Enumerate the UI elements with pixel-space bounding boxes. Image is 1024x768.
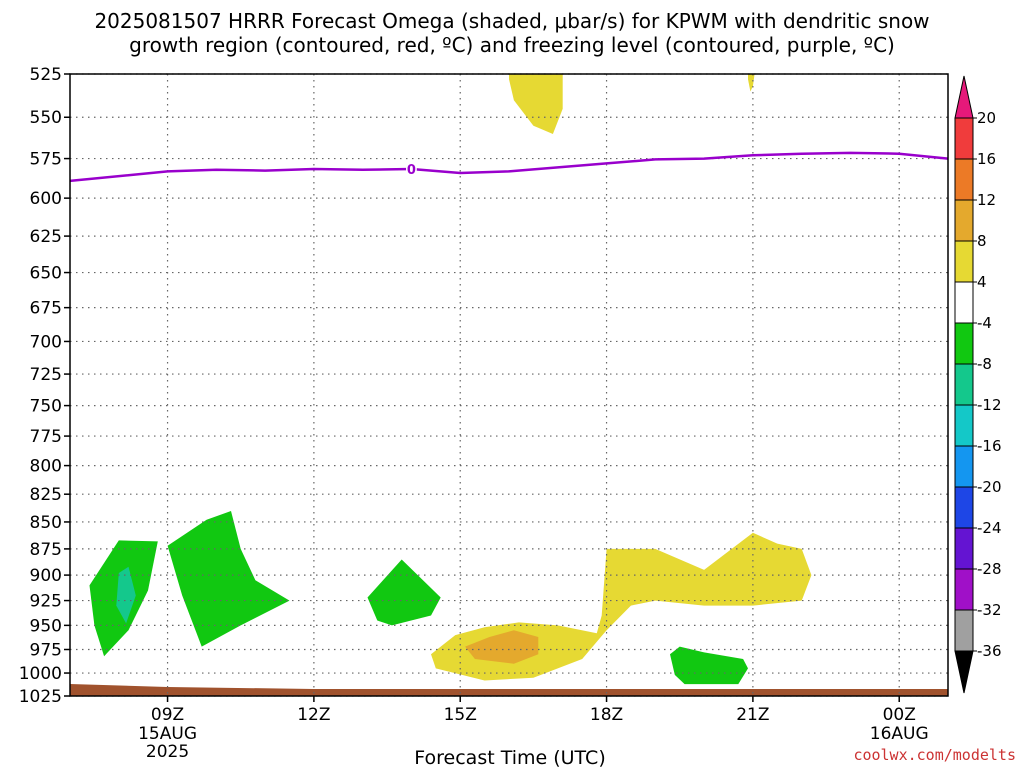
y-tick-label-975: 975 bbox=[30, 641, 62, 661]
x-tick-year-09Z: 2025 bbox=[146, 742, 189, 762]
terrain-band bbox=[70, 684, 948, 696]
omega-neg-b bbox=[167, 511, 290, 647]
colorbar-label--8: -8 bbox=[977, 355, 992, 373]
credit-link[interactable]: coolwx.com/modelts bbox=[853, 746, 1016, 764]
y-tick-label-625: 625 bbox=[30, 227, 62, 247]
y-axis-ticks: 525 550 575 600 625 650 675 700 725 750 775 800 825 8… bbox=[19, 65, 70, 707]
y-tick-label-575: 575 bbox=[30, 150, 62, 170]
colorbar-swatch-7 bbox=[954, 363, 974, 406]
colorbar-swatch-2 bbox=[954, 158, 974, 201]
colorbar-label--24: -24 bbox=[977, 519, 1002, 537]
y-tick-label-700: 700 bbox=[30, 332, 62, 352]
freezing-level-contour: 0 bbox=[69, 151, 949, 183]
colorbar-swatch-9 bbox=[954, 445, 974, 488]
colorbar-swatch-10 bbox=[954, 486, 974, 529]
colorbar-swatch-5 bbox=[954, 281, 974, 324]
terrain-fill bbox=[70, 684, 948, 696]
colorbar-swatch-11 bbox=[954, 527, 974, 570]
colorbar-bottom-arrow bbox=[954, 650, 974, 694]
freezing-level-line bbox=[69, 151, 949, 183]
y-tick-label-725: 725 bbox=[30, 365, 62, 385]
x-tick-label-18Z: 18Z bbox=[590, 705, 623, 725]
y-tick-label-550: 550 bbox=[30, 108, 62, 128]
colorbar-label--28: -28 bbox=[977, 560, 1002, 578]
omega-shading bbox=[89, 74, 812, 685]
omega-pos-top-2 bbox=[748, 74, 755, 92]
colorbar-swatch-12 bbox=[954, 568, 974, 611]
freezing-level-label: 0 bbox=[407, 163, 416, 178]
colorbar-label-16: 16 bbox=[977, 150, 996, 168]
colorbar-top-arrow bbox=[954, 75, 974, 119]
colorbar-label--32: -32 bbox=[977, 601, 1002, 619]
colorbar-label--12: -12 bbox=[977, 396, 1002, 414]
y-tick-label-650: 650 bbox=[30, 264, 62, 284]
colorbar-label--4: -4 bbox=[977, 314, 992, 332]
colorbar-label-4: 4 bbox=[977, 273, 987, 291]
y-tick-label-875: 875 bbox=[30, 540, 62, 560]
y-tick-label-525: 525 bbox=[30, 65, 62, 85]
x-tick-date-00Z: 16AUG bbox=[870, 724, 929, 744]
omega-neg-c bbox=[367, 559, 441, 626]
y-tick-label-750: 750 bbox=[30, 397, 62, 417]
colorbar-swatch-1 bbox=[954, 117, 974, 160]
colorbar-swatch-3 bbox=[954, 199, 974, 242]
colorbar-swatch-6 bbox=[954, 322, 974, 365]
y-tick-label-1000: 1000 bbox=[19, 664, 62, 684]
chart-title-line-1: 2025081507 HRRR Forecast Omega (shaded, … bbox=[94, 9, 929, 33]
y-tick-label-775: 775 bbox=[30, 427, 62, 447]
x-tick-label-12Z: 12Z bbox=[297, 705, 330, 725]
colorbar-label--20: -20 bbox=[977, 478, 1002, 496]
colorbar-label--16: -16 bbox=[977, 437, 1002, 455]
colorbar-swatch-8 bbox=[954, 404, 974, 447]
omega-neg-d bbox=[670, 646, 748, 685]
omega-neg-a-core bbox=[116, 566, 136, 624]
y-tick-label-950: 950 bbox=[30, 616, 62, 636]
x-tick-label-21Z: 21Z bbox=[736, 705, 769, 725]
x-tick-label-00Z: 00Z bbox=[883, 705, 916, 725]
plot-border bbox=[69, 73, 949, 697]
colorbar-label--36: -36 bbox=[977, 642, 1002, 660]
colorbar-swatch-13 bbox=[954, 609, 974, 652]
y-tick-label-600: 600 bbox=[30, 189, 62, 209]
y-tick-label-925: 925 bbox=[30, 592, 62, 612]
omega-pos-core bbox=[465, 630, 539, 664]
colorbar-label-20: 20 bbox=[977, 109, 996, 127]
y-tick-label-850: 850 bbox=[30, 513, 62, 533]
x-tick-label-15Z: 15Z bbox=[444, 705, 477, 725]
y-tick-label-800: 800 bbox=[30, 457, 62, 477]
x-axis-label: Forecast Time (UTC) bbox=[414, 747, 605, 768]
omega-pos-top-1 bbox=[509, 74, 563, 134]
colorbar-swatch-4 bbox=[954, 240, 974, 283]
colorbar-label-12: 12 bbox=[977, 191, 996, 209]
colorbar: 20 16 12 8 4 -4 -8 -12 -16 -20 -24 -28 -32 -36 bbox=[954, 75, 1002, 694]
y-tick-label-900: 900 bbox=[30, 566, 62, 586]
x-tick-label-09Z: 09Z bbox=[151, 705, 184, 725]
x-tick-date-09Z: 15AUG bbox=[138, 724, 197, 744]
chart-title-line-2: growth region (contoured, red, ºC) and f… bbox=[129, 33, 895, 57]
y-tick-label-1025: 1025 bbox=[19, 687, 62, 707]
colorbar-label-8: 8 bbox=[977, 232, 987, 250]
y-tick-label-825: 825 bbox=[30, 485, 62, 505]
y-tick-label-675: 675 bbox=[30, 299, 62, 319]
plot-frame bbox=[69, 73, 949, 697]
